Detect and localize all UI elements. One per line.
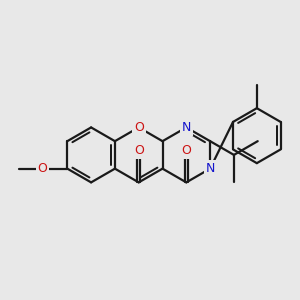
Text: O: O (38, 162, 47, 175)
Text: N: N (182, 121, 191, 134)
Text: O: O (182, 144, 191, 157)
Text: O: O (134, 121, 144, 134)
Text: O: O (134, 144, 144, 157)
Text: N: N (206, 162, 215, 175)
